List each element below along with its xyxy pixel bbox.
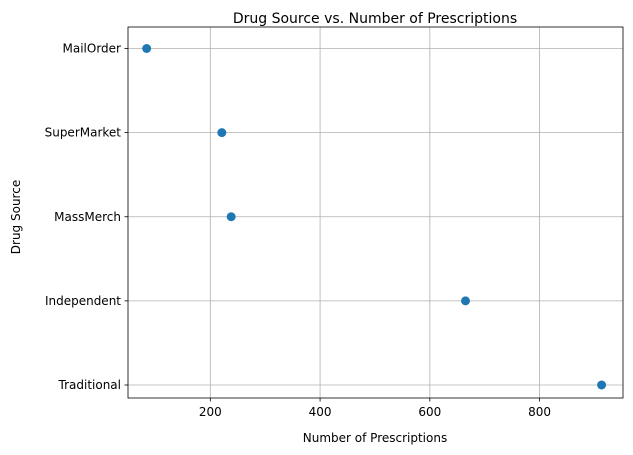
data-points [142,44,607,390]
x-axis-label: Number of Prescriptions [303,431,447,445]
y-tick-label: SuperMarket [45,126,122,140]
data-point-massmerch [226,212,236,222]
y-tick-label: Independent [45,294,121,308]
y-tick-label: MailOrder [63,42,122,56]
data-point-supermarket [217,128,227,138]
x-tick-label: 600 [418,405,441,419]
y-tick-label: Traditional [58,378,121,392]
data-point-traditional [597,380,607,390]
chart-title: Drug Source vs. Number of Prescriptions [233,11,517,27]
y-tick-label: MassMerch [54,210,121,224]
plot-frame [127,26,624,399]
data-point-independent [461,296,470,306]
x-tick-label: 800 [528,405,551,419]
y-axis-label: Drug Source [9,180,23,254]
grid [128,27,623,398]
x-tick-label: 200 [199,405,222,419]
axis-ticks: 200 400 600 800 Traditional Independent MassMe… [45,42,551,420]
x-tick-label: 400 [309,405,332,419]
data-point-mailorder [142,44,152,53]
